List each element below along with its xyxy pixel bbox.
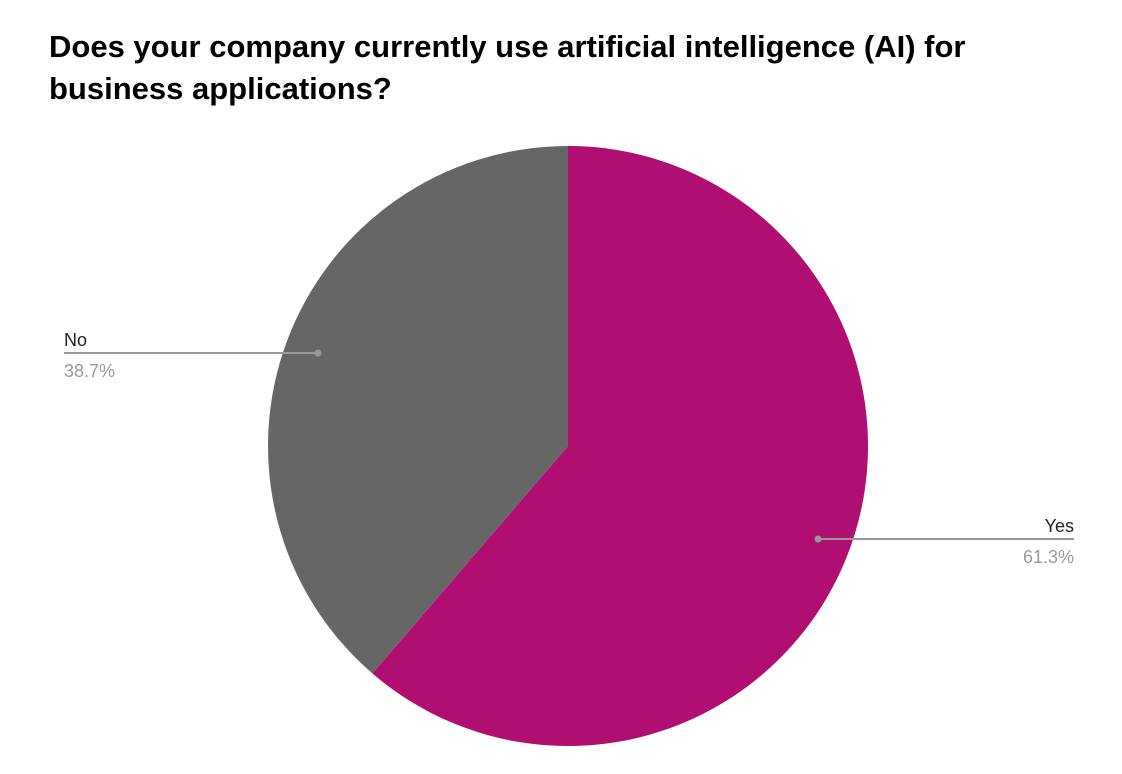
pie-slice-yes [372, 146, 869, 747]
slice-label-no: No [64, 330, 87, 350]
slice-value-no: 38.7% [64, 361, 115, 381]
leader-dot-no [314, 349, 322, 357]
slice-label-yes: Yes [1045, 516, 1074, 536]
slice-value-yes: 61.3% [1023, 547, 1074, 567]
leader-dot-yes [814, 535, 822, 543]
pie-slice-no [268, 146, 568, 674]
chart-title: Does your company currently use artifici… [49, 29, 966, 106]
